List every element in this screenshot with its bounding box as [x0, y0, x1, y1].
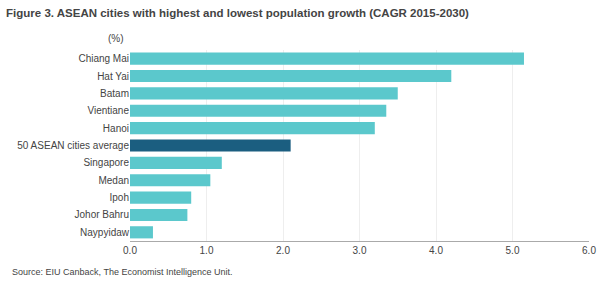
- svg-text:Batam: Batam: [100, 88, 129, 99]
- svg-text:Ipoh: Ipoh: [110, 192, 129, 203]
- svg-text:1.0: 1.0: [200, 245, 214, 256]
- svg-text:5.0: 5.0: [506, 245, 520, 256]
- svg-text:Figure 3. ASEAN cities with hi: Figure 3. ASEAN cities with highest and …: [6, 7, 469, 19]
- svg-text:2.0: 2.0: [276, 245, 290, 256]
- svg-text:Vientiane: Vientiane: [87, 105, 129, 116]
- svg-text:Source: EIU Canback, The Econo: Source: EIU Canback, The Economist Intel…: [12, 267, 232, 277]
- svg-text:Chiang Mai: Chiang Mai: [78, 53, 129, 64]
- svg-text:Medan: Medan: [98, 175, 129, 186]
- svg-text:Naypyidaw: Naypyidaw: [80, 227, 130, 238]
- svg-text:(%): (%): [108, 33, 124, 44]
- svg-text:Hat Yai: Hat Yai: [97, 71, 129, 82]
- svg-text:0.0: 0.0: [123, 245, 137, 256]
- svg-text:50 ASEAN cities average: 50 ASEAN cities average: [17, 140, 129, 151]
- svg-text:Johor Bahru: Johor Bahru: [75, 209, 129, 220]
- svg-text:6.0: 6.0: [582, 245, 596, 256]
- svg-text:4.0: 4.0: [429, 245, 443, 256]
- svg-text:Singapore: Singapore: [83, 157, 129, 168]
- svg-text:Hanoi: Hanoi: [103, 123, 129, 134]
- svg-text:3.0: 3.0: [353, 245, 367, 256]
